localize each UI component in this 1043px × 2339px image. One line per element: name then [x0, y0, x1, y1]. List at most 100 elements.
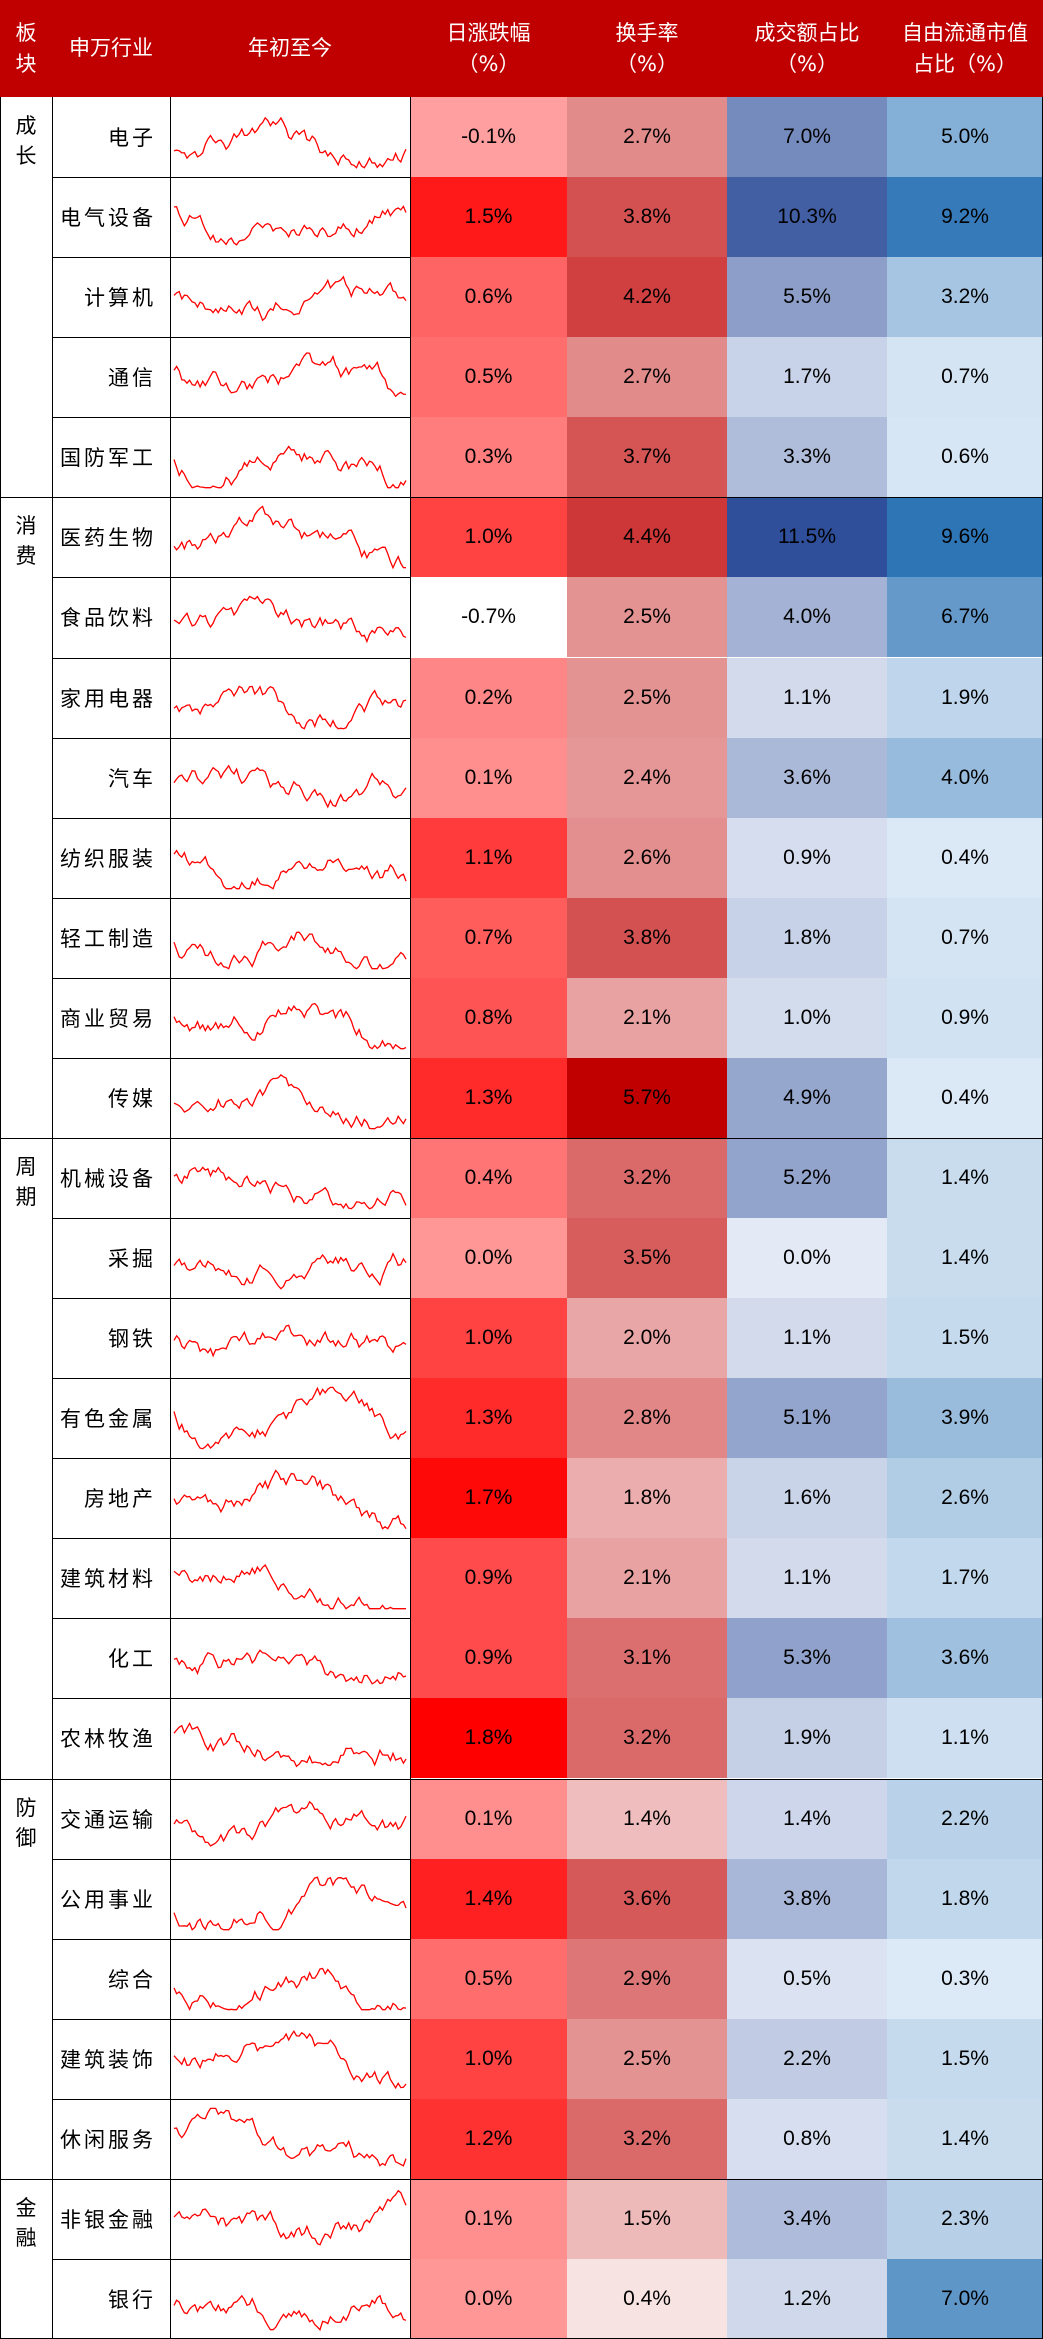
ytd-sparkline: [170, 1538, 410, 1619]
sector-label: 防御: [0, 1778, 52, 2179]
row-divider: [52, 978, 410, 979]
volume-share-cell: 1.8%: [727, 897, 887, 978]
float-share-cell: 9.6%: [887, 497, 1043, 578]
sector-label-char: 金: [15, 2195, 37, 2220]
sparkline-line: [173, 2029, 407, 2089]
ytd-sparkline: [170, 257, 410, 338]
sparkline-svg: [173, 1564, 406, 1610]
float-share-cell: 1.8%: [887, 1858, 1043, 1939]
sparkline-svg: [173, 684, 407, 730]
industry-name: 通信: [52, 337, 170, 418]
header-daily-change: 日涨跌幅 （%）: [410, 0, 567, 97]
header-daily-change-line: （%）: [457, 51, 520, 76]
daily-change-cell: 1.0%: [410, 2018, 567, 2099]
sparkline-svg: [173, 1073, 407, 1130]
ytd-sparkline: [170, 417, 410, 498]
daily-change-cell: -0.7%: [410, 577, 567, 658]
sparkline-line: [173, 1722, 407, 1768]
sparkline-line: [173, 445, 407, 489]
sector-label-char: 周: [15, 1154, 37, 1179]
ytd-sparkline: [170, 1778, 410, 1859]
ytd-sparkline: [170, 1458, 410, 1539]
sparkline-line: [173, 1649, 407, 1686]
daily-change-cell: 1.8%: [410, 1698, 567, 1779]
industry-name: 休闲服务: [52, 2098, 170, 2179]
turnover-cell: 3.2%: [567, 1137, 727, 1218]
industry-name: 电子: [52, 97, 170, 178]
volume-share-cell: 0.5%: [727, 1938, 887, 2019]
float-share-cell: 1.4%: [887, 2098, 1043, 2179]
header-industry: 申万行业: [52, 0, 170, 97]
ytd-sparkline: [170, 1298, 410, 1379]
sector-label-char: 期: [15, 1184, 37, 1209]
turnover-cell: 2.7%: [567, 97, 727, 178]
header-sector-char: 块: [15, 51, 37, 76]
turnover-cell: 1.5%: [567, 2178, 727, 2259]
row-divider: [52, 2099, 410, 2100]
sparkline-line: [173, 1564, 406, 1610]
sparkline-line: [173, 931, 407, 970]
volume-share-cell: 4.9%: [727, 1057, 887, 1138]
float-share-cell: 0.4%: [887, 1057, 1043, 1138]
float-share-cell: 5.0%: [887, 97, 1043, 178]
ytd-sparkline: [170, 2098, 410, 2179]
sparkline-line: [173, 2107, 407, 2167]
sparkline-line: [173, 595, 407, 644]
volume-share-cell: 3.8%: [727, 1858, 887, 1939]
sparkline-svg: [173, 275, 407, 322]
volume-share-cell: 1.9%: [727, 1698, 887, 1779]
header-industry-label: 申万行业: [69, 36, 153, 60]
sparkline-svg: [173, 445, 407, 489]
sparkline-svg: [173, 1386, 407, 1450]
ytd-sparkline: [170, 2178, 410, 2259]
turnover-cell: 2.5%: [567, 577, 727, 658]
row-divider: [52, 1698, 410, 1699]
sparkline-svg: [173, 1469, 407, 1530]
ytd-sparkline: [170, 977, 410, 1058]
industry-name: 机械设备: [52, 1137, 170, 1218]
daily-change-cell: 0.9%: [410, 1618, 567, 1699]
ytd-sparkline: [170, 737, 410, 818]
industry-name: 传媒: [52, 1057, 170, 1138]
sector-label: 成长: [0, 97, 52, 498]
row-divider: [52, 1218, 410, 1219]
float-share-cell: 0.3%: [887, 1938, 1043, 2019]
industry-name: 建筑材料: [52, 1538, 170, 1619]
daily-change-cell: 1.2%: [410, 2098, 567, 2179]
sparkline-line: [173, 1252, 407, 1290]
row-divider: [52, 177, 410, 178]
turnover-cell: 2.0%: [567, 1298, 727, 1379]
industry-name: 纺织服装: [52, 817, 170, 898]
volume-share-cell: 10.3%: [727, 177, 887, 258]
header-sector: 板块: [0, 0, 52, 97]
volume-share-cell: 7.0%: [727, 97, 887, 178]
sparkline-line: [173, 1800, 407, 1847]
sparkline-line: [173, 205, 407, 246]
float-share-cell: 2.2%: [887, 1778, 1043, 1859]
daily-change-cell: 0.5%: [410, 337, 567, 418]
header-sector-char: 板: [15, 20, 37, 45]
volume-share-cell: 3.4%: [727, 2178, 887, 2259]
turnover-cell: 3.2%: [567, 2098, 727, 2179]
ytd-sparkline: [170, 897, 410, 978]
sparkline-line: [173, 352, 407, 398]
sparkline-svg: [173, 2189, 407, 2246]
column-divider: [170, 97, 171, 2339]
turnover-cell: 3.8%: [567, 897, 727, 978]
column-divider: [410, 97, 411, 2339]
ytd-sparkline: [170, 497, 410, 578]
float-share-cell: 1.1%: [887, 1698, 1043, 1779]
row-divider: [52, 417, 410, 418]
sparkline-svg: [173, 931, 407, 970]
sparkline-svg: [173, 1002, 407, 1050]
turnover-cell: 1.8%: [567, 1458, 727, 1539]
float-share-cell: 3.9%: [887, 1378, 1043, 1459]
ytd-sparkline: [170, 1057, 410, 1138]
row-divider: [52, 2259, 410, 2260]
turnover-cell: 3.2%: [567, 1698, 727, 1779]
sector-label: 消费: [0, 497, 52, 1138]
sparkline-line: [173, 1324, 407, 1358]
ytd-sparkline: [170, 1137, 410, 1218]
daily-change-cell: 1.5%: [410, 177, 567, 258]
industry-name: 有色金属: [52, 1378, 170, 1459]
